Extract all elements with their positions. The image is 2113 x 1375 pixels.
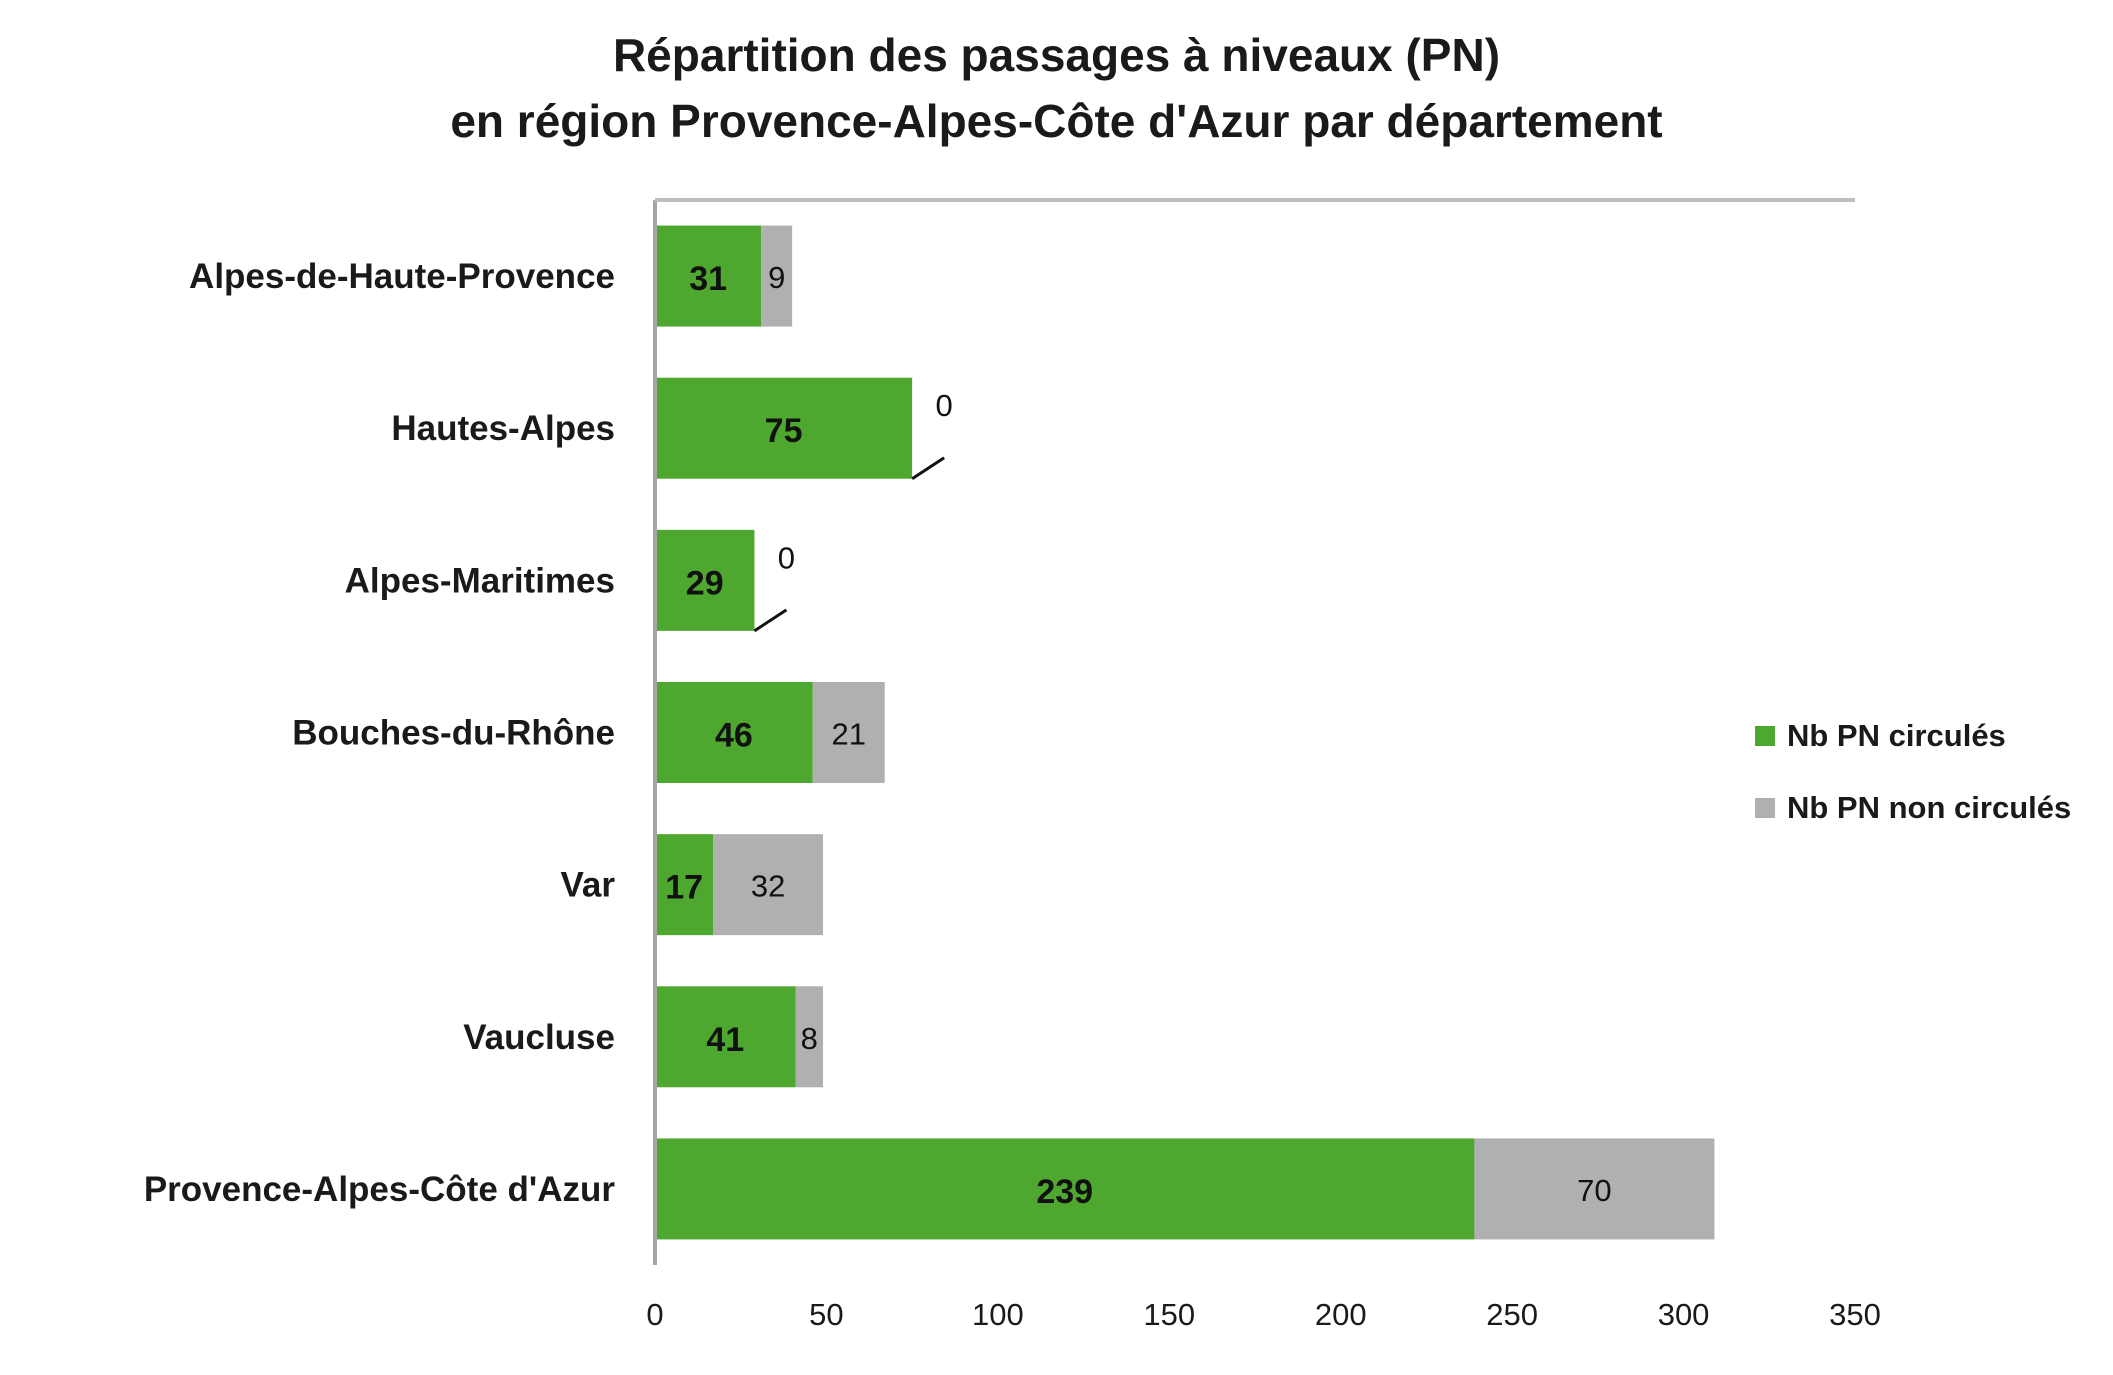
bar-circules-var <box>655 834 714 936</box>
legend-item-non-circules: Nb PN non circulés <box>1755 790 2071 826</box>
chart-title: Répartition des passages à niveaux (PN) … <box>0 22 2113 154</box>
bar-non-circules-provence-alpes-cote-d-azur <box>1474 1138 1715 1240</box>
category-label-vaucluse: Vaucluse <box>463 1018 615 1057</box>
chart-title-line-2: en région Provence-Alpes-Côte d'Azur par… <box>450 95 1663 147</box>
category-label-provence-alpes-cote-d-azur: Provence-Alpes-Côte d'Azur <box>144 1170 616 1209</box>
bar-circules-bouches-du-rhone <box>655 682 813 783</box>
bar-circules-provence-alpes-cote-d-azur <box>655 1138 1475 1240</box>
labels-layer: Alpes-de-Haute-Provence 31 9 Hautes-Alpes 75… <box>144 257 1612 1211</box>
legend-swatch-circules <box>1755 726 1775 746</box>
bar-non-circules-var <box>713 834 823 936</box>
x-tick-label-150: 150 <box>1143 1297 1195 1332</box>
value-label-non-circules-vaucluse: 8 <box>801 1021 818 1056</box>
legend-swatch-non-circules <box>1755 798 1775 818</box>
x-tick-label-300: 300 <box>1658 1297 1710 1332</box>
value-label-non-circules-alpes-de-haute-provence: 9 <box>768 260 785 295</box>
legend-label-non-circules: Nb PN non circulés <box>1787 790 2072 825</box>
leader-line-non-circules-alpes-maritimes <box>753 608 788 633</box>
x-tick-label-50: 50 <box>809 1297 843 1332</box>
value-label-circules-alpes-de-haute-provence: 31 <box>689 260 727 298</box>
value-label-circules-bouches-du-rhone: 46 <box>715 717 753 755</box>
x-tick-label-0: 0 <box>646 1297 663 1332</box>
value-label-circules-provence-alpes-cote-d-azur: 239 <box>1036 1173 1093 1211</box>
category-label-hautes-alpes: Hautes-Alpes <box>391 409 615 448</box>
value-label-circules-vaucluse: 41 <box>706 1021 744 1059</box>
x-tick-label-350: 350 <box>1829 1297 1881 1332</box>
x-tick-label-200: 200 <box>1315 1297 1367 1332</box>
leader-line-non-circules-hautes-alpes <box>911 456 945 480</box>
bar-non-circules-alpes-de-haute-provence <box>761 225 793 327</box>
legend: Nb PN circulés Nb PN non circulés <box>1755 718 2071 862</box>
bars-layer <box>655 225 1715 1240</box>
category-label-alpes-de-haute-provence: Alpes-de-Haute-Provence <box>189 257 615 296</box>
value-label-circules-var: 17 <box>665 869 703 907</box>
value-label-non-circules-provence-alpes-cote-d-azur: 70 <box>1577 1173 1611 1208</box>
value-label-circules-hautes-alpes: 75 <box>765 412 803 450</box>
category-label-var: Var <box>561 866 616 905</box>
value-label-circules-alpes-maritimes: 29 <box>686 564 724 602</box>
x-tick-label-100: 100 <box>972 1297 1024 1332</box>
bar-circules-hautes-alpes <box>655 377 913 479</box>
bar-non-circules-vaucluse <box>795 986 823 1088</box>
bar-circules-alpes-maritimes <box>655 529 755 631</box>
bar-circules-alpes-de-haute-provence <box>655 225 762 327</box>
legend-label-circules: Nb PN circulés <box>1787 718 2006 753</box>
chart-title-line-1: Répartition des passages à niveaux (PN) <box>612 29 1501 81</box>
x-tick-label-250: 250 <box>1486 1297 1538 1332</box>
category-label-alpes-maritimes: Alpes-Maritimes <box>345 561 615 600</box>
bar-non-circules-bouches-du-rhone <box>812 682 885 783</box>
value-label-non-circules-hautes-alpes: 0 <box>936 388 953 423</box>
value-label-non-circules-var: 32 <box>751 869 785 904</box>
value-label-non-circules-alpes-maritimes: 0 <box>778 540 795 575</box>
legend-item-circules: Nb PN circulés <box>1755 718 2071 754</box>
category-label-bouches-du-rhone: Bouches-du-Rhône <box>292 714 615 753</box>
axis-layer: 0 50 100 150 200 250 300 350 <box>646 198 1881 1332</box>
value-label-non-circules-bouches-du-rhone: 21 <box>831 717 865 752</box>
bar-circules-vaucluse <box>655 986 796 1088</box>
